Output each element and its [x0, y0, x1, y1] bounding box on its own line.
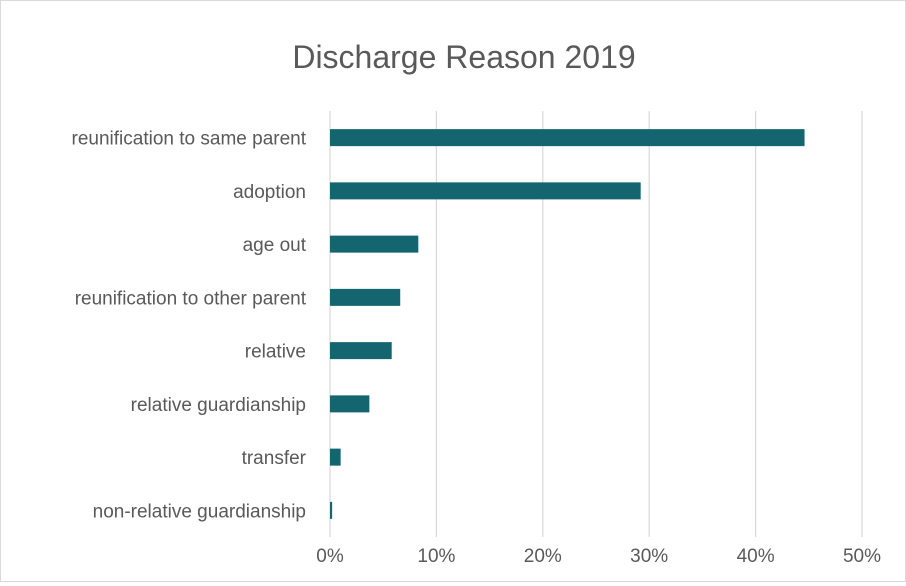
x-tick-label: 10% [417, 546, 455, 567]
category-label: adoption [233, 182, 306, 203]
bar [330, 288, 401, 306]
bar [330, 182, 641, 200]
x-tick-label: 50% [843, 546, 881, 567]
category-labels: reunification to same parent adoption age … [72, 129, 307, 523]
category-label: age out [243, 235, 307, 256]
x-tick-label: 40% [737, 546, 775, 567]
bar [330, 448, 341, 466]
category-label: reunification to same parent [72, 129, 307, 150]
category-label: relative guardianship [131, 395, 306, 416]
category-label: non-relative guardianship [93, 501, 306, 522]
x-tick-label: 0% [316, 546, 344, 567]
bar [330, 501, 333, 519]
bar [330, 129, 805, 147]
bar [330, 395, 370, 413]
gridlines [329, 111, 863, 537]
x-tick-label: 20% [524, 546, 562, 567]
bars [330, 129, 805, 519]
chart-title: Discharge Reason 2019 [292, 39, 635, 75]
category-label: reunification to other parent [75, 288, 307, 309]
x-tick-label: 30% [630, 546, 668, 567]
category-label: relative [245, 342, 306, 363]
bar [330, 342, 392, 360]
category-label: transfer [242, 448, 307, 469]
x-tick-labels: 0% 10% 20% 30% 40% 50% [316, 546, 881, 567]
bar [330, 235, 419, 253]
